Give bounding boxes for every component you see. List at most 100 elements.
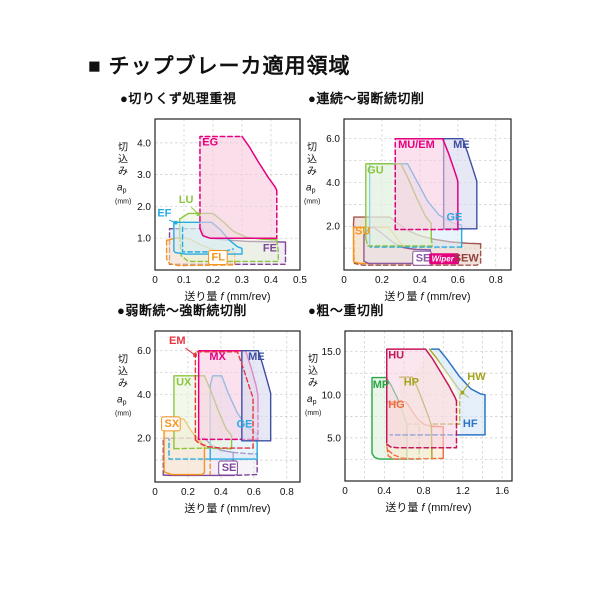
leader-end-dot [196,212,201,216]
region-label-GE: GE [237,419,253,431]
chart-continuous-cutting: 0 0.2 0.4 0.6 0.8 2.0 4.0 6.0 送り量 f (mm/rev) 切込みa… [304,118,512,303]
region-ME [241,350,271,441]
x-tick-label: 0 [341,275,347,286]
leader-end-dot [460,390,465,395]
region-border-FL [165,239,236,267]
x-tick-label: 0.2 [181,487,195,498]
plot-border [154,330,301,483]
y-axis-title-char: 切 [308,353,318,365]
region-label-ME: ME [248,351,265,363]
y-axis-title-char: み [307,167,317,178]
x-tick-label: 0 [342,486,348,497]
y-axis-title-char: み [308,378,318,389]
x-tick-label: 0.8 [280,487,294,498]
x-axis-title: 送り量 f (mm/rev) [184,289,270,303]
y-tick-label: 5.0 [327,433,341,444]
region-label-MX: MX [209,351,226,363]
y-tick-label: 4.0 [137,390,151,401]
y-axis-title-char: み [118,167,128,178]
region-border-EF [173,221,243,255]
region-label-EF: EF [157,208,171,220]
x-tick-label: 1.2 [456,486,470,497]
region-label-HP: HP [404,376,419,388]
y-axis-title-char: 込 [118,366,128,378]
y-axis-title-char: 切 [118,142,128,154]
y-tick-label: 4.0 [326,178,340,189]
y-axis-title-char: 切 [307,142,317,154]
region-label-Wiper: Wiper [432,254,455,263]
y-axis-title-char: 込 [308,365,318,377]
y-tick-label: 2.0 [137,434,151,445]
wiper-badge [429,253,459,265]
x-tick-label: 0.6 [451,275,465,286]
x-tick-label: 0.2 [375,275,389,286]
region-border-EG [199,135,243,230]
y-tick-label: 6.0 [137,346,151,357]
y-tick-label: 2.0 [137,202,151,213]
region-label-HF: HF [463,418,478,430]
heading-interrupted-cutting: ●弱断続〜強断続切削 [117,303,247,318]
chart-chip-control: 0 0.1 0.2 0.3 0.4 0.5 1.0 2.0 3.0 4.0 送り量 f (mm/re… [115,118,307,303]
y-axis-unit: (mm) [115,411,131,418]
plot-border [154,118,301,271]
x-tick-label: 0.1 [177,275,191,286]
label-box [208,249,228,265]
region-border-HU [386,348,458,443]
label-box [161,416,181,432]
x-tick-label: 0.4 [264,275,278,286]
y-tick-label: 15.0 [322,347,342,358]
region-border-GU [365,237,433,247]
x-axis-title: 送り量 f (mm/rev) [184,501,270,515]
x-tick-label: 0.8 [489,275,503,286]
region-border-EM [194,351,254,449]
region-HF [431,349,485,435]
x-tick-label: 0.4 [214,487,228,498]
plot-border [343,118,512,271]
y-axis-title-char: み [118,379,128,390]
region-label-FL: FL [212,251,226,263]
region-label-HU: HU [388,350,404,362]
region-border-EG [199,227,278,239]
region-label-GE: GE [446,212,462,224]
region-label-SX: SX [165,418,180,430]
x-tick-label: 0.4 [377,486,391,497]
y-axis-unit: (mm) [305,410,321,417]
region-label-LU: LU [179,194,194,206]
y-axis-unit: (mm) [115,199,131,206]
chart-heavy-cutting: 0 0.4 0.8 1.2 1.6 5.0 10.0 15.0 送り量 f (mm/rev) 切込… [305,330,513,514]
y-axis-variable: ap [117,183,127,195]
region-label-ME: ME [453,139,470,151]
heading-chip-control: ●切りくず処理重視 [120,91,237,106]
x-tick-label: 0 [152,275,158,286]
y-axis-variable: ap [307,394,317,406]
heading-continuous-cutting: ●連続〜弱断続切削 [308,91,425,106]
y-axis-title-char: 込 [307,154,317,166]
y-tick-label: 4.0 [137,138,151,149]
region-HU [386,349,457,448]
region-border-ME [442,138,478,230]
y-tick-label: 3.0 [137,170,151,181]
heading-heavy-cutting: ●粗〜重切削 [308,303,384,318]
region-label-MU/EM: MU/EM [398,139,435,151]
chart-interrupted-cutting: 0 0.2 0.4 0.6 0.8 2.0 4.0 6.0 送り量 f (mm/rev) 切込みa… [115,330,301,515]
page-title: ■ チップブレーカ適用領域 [88,55,351,78]
region-label-EG: EG [202,136,218,148]
region-border-EG [241,135,278,192]
region-label-HW: HW [467,371,486,383]
y-tick-label: 6.0 [326,134,340,145]
y-axis-unit: (mm) [304,199,320,206]
y-axis-title-char: 切 [118,354,128,366]
region-label-SE: SE [416,252,431,264]
y-axis-title-char: 込 [118,154,128,166]
x-tick-label: 0.3 [235,275,249,286]
region-label-SEW: SEW [454,252,480,264]
x-tick-label: 0.8 [417,486,431,497]
region-MU-EM [395,138,458,230]
x-tick-label: 0.5 [293,275,307,286]
y-tick-label: 2.0 [326,222,340,233]
region-label-SU: SU [355,226,370,238]
region-label-EM: EM [169,335,186,347]
region-border-GE [168,438,211,460]
x-tick-label: 0.4 [413,275,427,286]
